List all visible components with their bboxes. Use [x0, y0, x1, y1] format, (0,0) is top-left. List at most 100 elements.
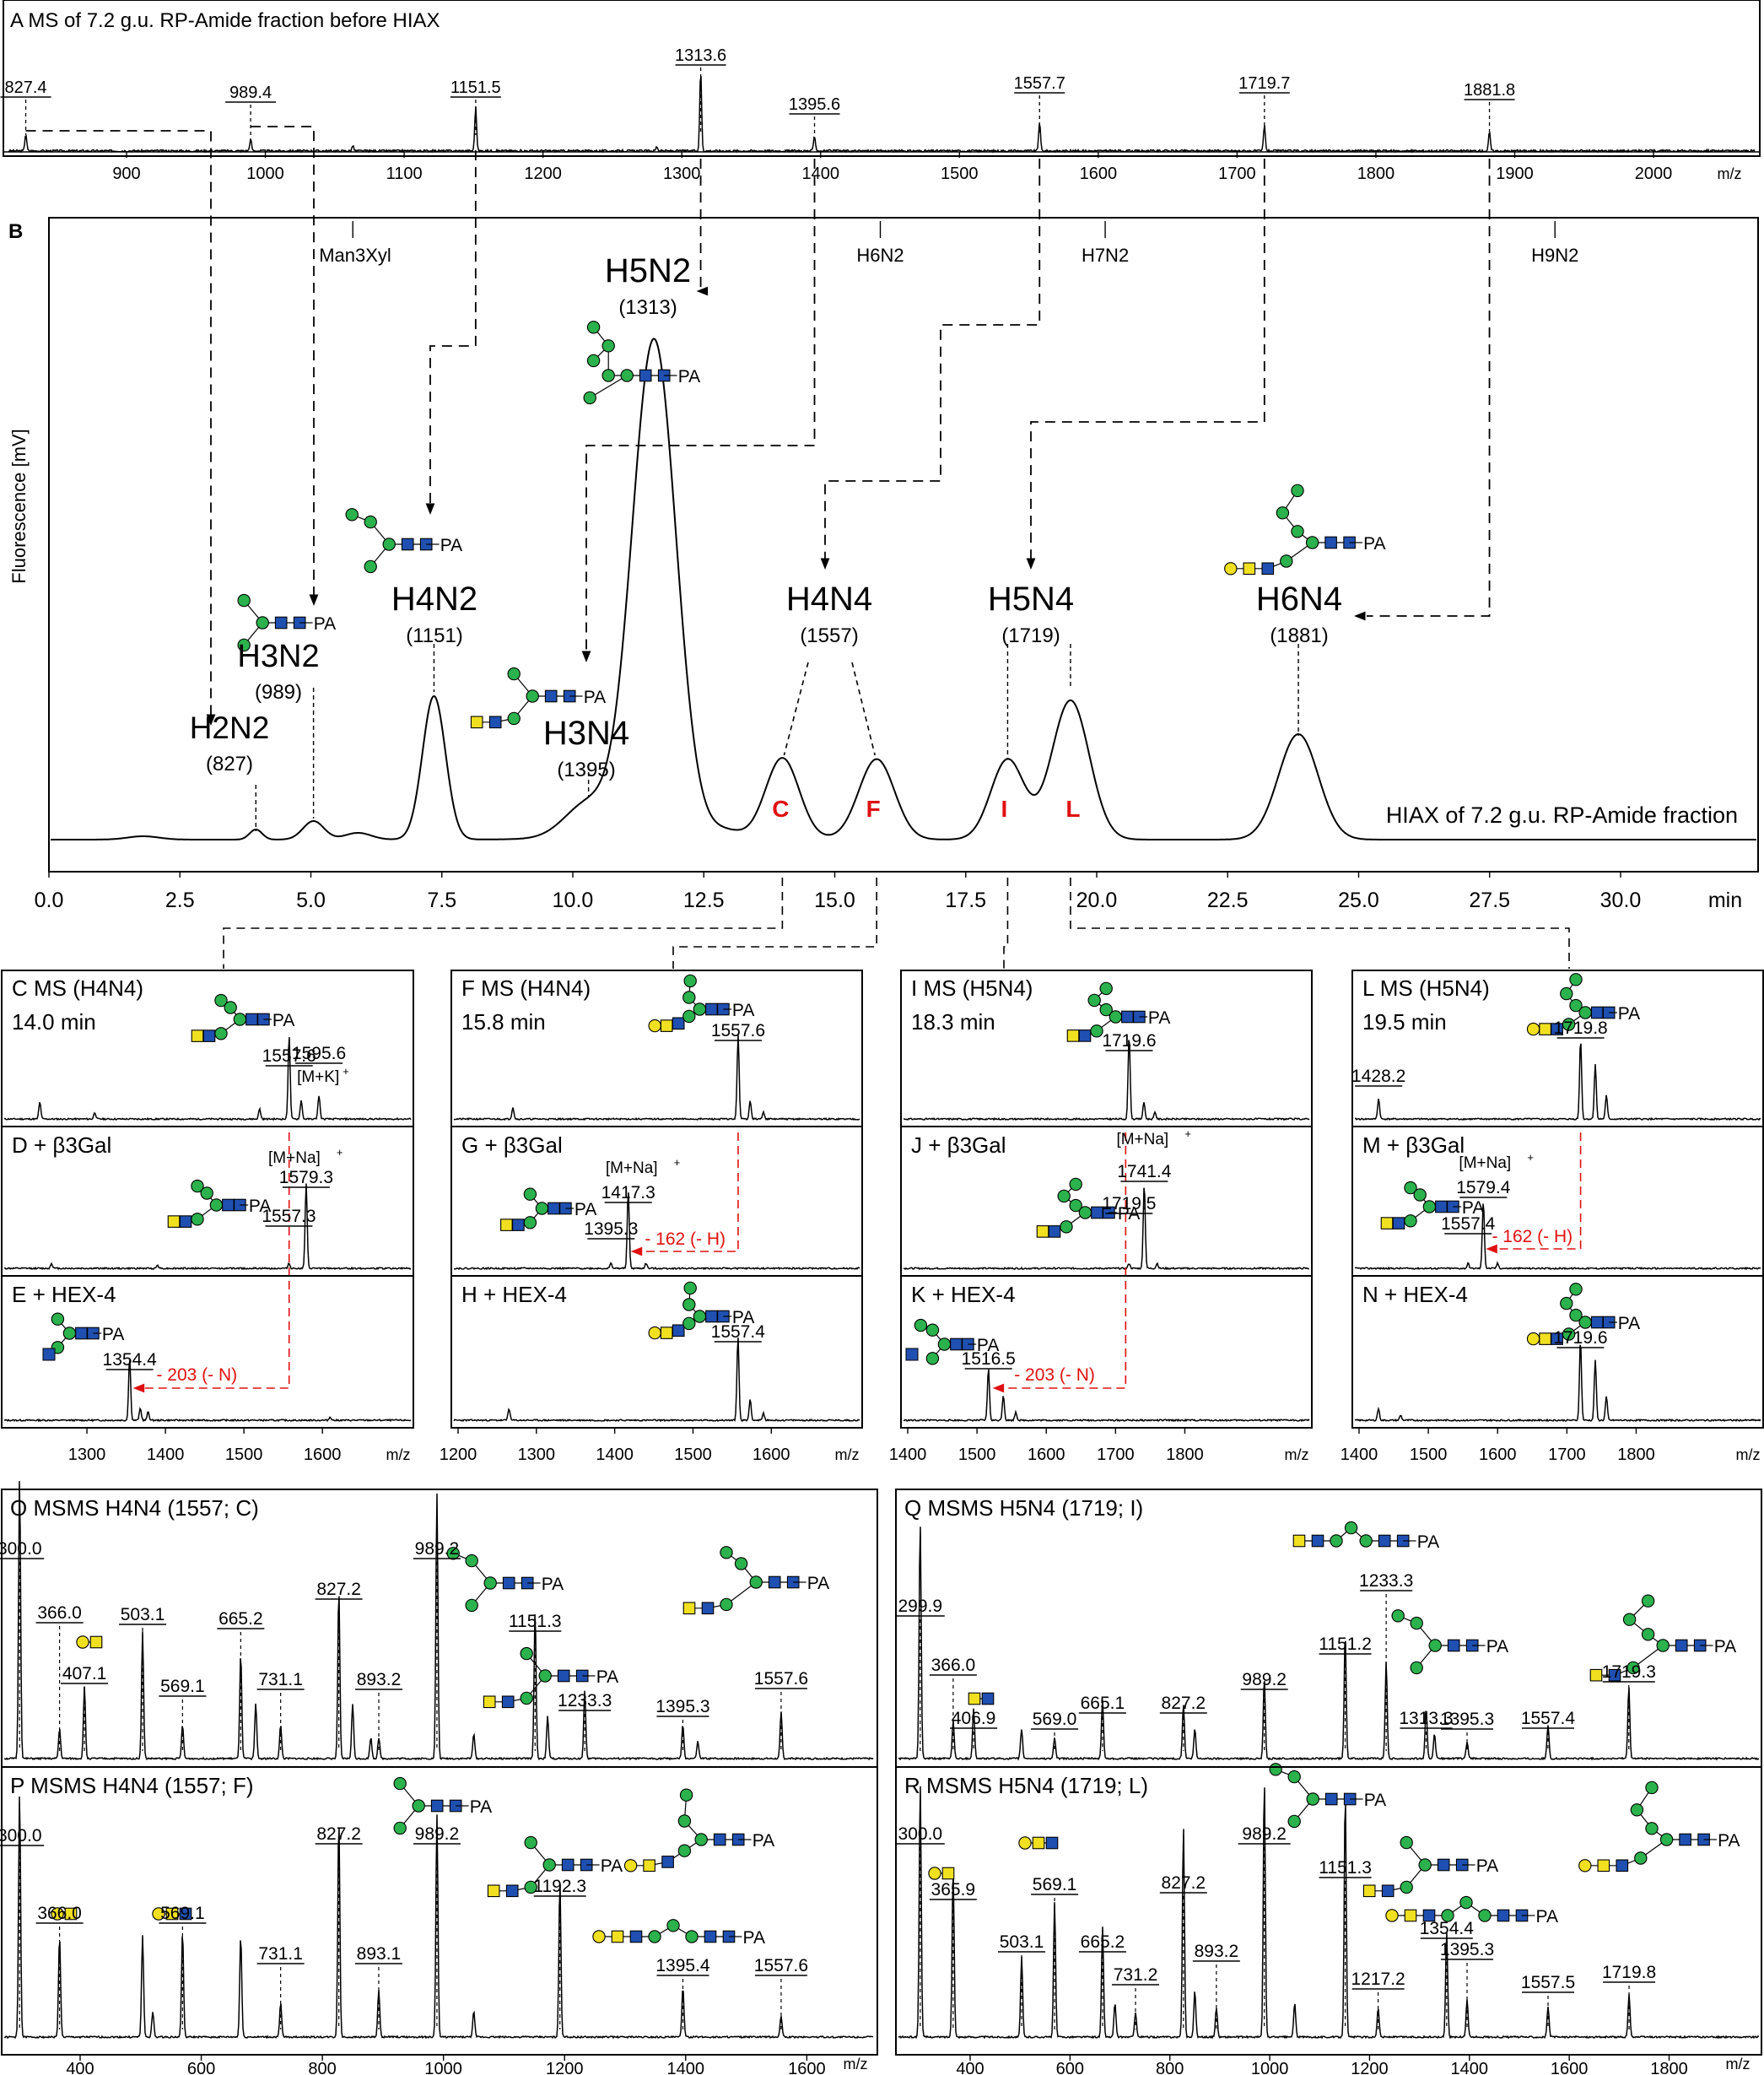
- peak-label: 1557.4: [711, 1322, 766, 1342]
- peak-label: 893.1: [357, 1944, 402, 1964]
- ms-panel-title: C MS (H4N4): [12, 975, 143, 1001]
- tick-label: 1300: [663, 165, 701, 183]
- hexose-circle: [1069, 1198, 1082, 1213]
- ms-column-frame: [1, 970, 414, 1429]
- axis-unit: m/z: [1726, 2056, 1751, 2072]
- peak-label: 300.0: [898, 1824, 943, 1844]
- glycan-mass: (1557): [800, 624, 858, 647]
- hexose-circle: [62, 1327, 77, 1340]
- tick-label: 1400: [889, 1445, 927, 1464]
- hexose-circle: [1569, 973, 1583, 986]
- hexose-circle: [683, 974, 697, 988]
- peak-label: 1557.4: [1521, 1709, 1576, 1728]
- glycan-o-h4n2: PA: [446, 1547, 564, 1613]
- glycan-h: PA: [648, 1281, 754, 1340]
- glycan-e: PA: [51, 1312, 124, 1354]
- hexnac-square: [672, 1017, 685, 1030]
- pa-label: PA: [1618, 1004, 1640, 1024]
- axis-unit: min: [1708, 889, 1742, 912]
- hexose-circle: [623, 1859, 638, 1872]
- red-shift-connector: [1003, 1132, 1127, 1389]
- glycan-o-precursor: PA: [682, 1546, 829, 1615]
- hexose-circle: [1459, 1895, 1473, 1910]
- tick-label: 1500: [1410, 1445, 1448, 1464]
- hexose-circle: [1057, 1189, 1071, 1203]
- glycan-h5n2: PA: [583, 321, 700, 405]
- pa-label: PA: [1486, 1637, 1508, 1656]
- hexnac-square: [274, 616, 288, 630]
- hexnac-square: [661, 1856, 674, 1868]
- peak-label: 1579.3: [279, 1168, 333, 1187]
- peak-label: 1395.3: [655, 1697, 709, 1716]
- tick-label: 1800: [1166, 1445, 1204, 1464]
- pa-label: PA: [596, 1667, 618, 1687]
- hexose-circle: [1400, 1880, 1413, 1894]
- msms-panel-title: P MSMS H4N4 (1557; F): [10, 1773, 254, 1798]
- arrow-head: [820, 558, 830, 570]
- peak-label: 1557.7: [1014, 74, 1065, 93]
- dashed-connector: [25, 130, 212, 716]
- hexose-circle: [520, 1646, 533, 1661]
- hexose-circle: [1269, 1763, 1282, 1776]
- peak-label: 1151.2: [1319, 1635, 1372, 1654]
- ms-panel-title: L MS (H5N4): [1362, 975, 1490, 1001]
- ms-spectrum: [1354, 1043, 1761, 1121]
- hexose-circle: [1428, 1639, 1442, 1652]
- peak-label: 569.1: [160, 1677, 205, 1696]
- hexnac-square: [75, 1327, 88, 1340]
- pa-label: PA: [743, 1928, 765, 1948]
- mass-mark-label: H6N2: [856, 245, 904, 266]
- panel-a-title: A MS of 7.2 g.u. RP-Amide fraction befor…: [10, 9, 440, 32]
- glycan-name: H5N4: [988, 581, 1074, 618]
- hexose-circle: [1099, 981, 1113, 996]
- peak-label: 1719.7: [1238, 74, 1290, 93]
- peak-label: 665.1: [1081, 1694, 1125, 1713]
- hexose-circle: [524, 1835, 537, 1850]
- ms-column-frame: [450, 970, 863, 1429]
- hexnac-square: [1324, 536, 1337, 549]
- hexose-circle: [76, 1635, 89, 1649]
- peak-label: 1579.4: [1456, 1178, 1511, 1197]
- hexnac-square: [1404, 1909, 1417, 1922]
- tick-label: 1200: [524, 165, 562, 183]
- dashed-connector: [1367, 159, 1491, 617]
- glycan-d: PA: [167, 1179, 271, 1228]
- glycan-name: H3N4: [543, 715, 629, 752]
- glycan-g: PA: [500, 1187, 596, 1231]
- hexose-circle: [233, 1013, 247, 1026]
- peak-label: 989.2: [415, 1539, 460, 1559]
- hexose-circle: [1224, 562, 1238, 575]
- hexnac-square: [1292, 1534, 1306, 1548]
- peak-label: 1395.6: [789, 95, 840, 114]
- peak-label: 827.4: [5, 78, 47, 97]
- glycan-mass: (1719): [1001, 624, 1060, 647]
- hexose-circle: [937, 1337, 952, 1351]
- panel-b-letter: B: [8, 220, 23, 243]
- hexnac-square: [1378, 1534, 1391, 1548]
- glycan-o-h3n4: PA: [483, 1646, 618, 1709]
- hexnac-square: [1261, 562, 1275, 575]
- pa-label: PA: [249, 1197, 271, 1216]
- hexose-circle: [393, 1776, 407, 1791]
- panel-b-frame: [48, 217, 1759, 873]
- tick-label: 10.0: [553, 889, 594, 912]
- hexnac-square: [544, 689, 558, 703]
- glycan-r-h4n2: PA: [1269, 1763, 1386, 1829]
- glycan-p-h3n4: PA: [487, 1835, 623, 1898]
- peak-label: 569.1: [160, 1904, 205, 1923]
- y-axis-label: Fluorescence [mV]: [8, 429, 30, 583]
- treatment-label: M + β3Gal: [1362, 1132, 1465, 1158]
- pa-label: PA: [977, 1336, 999, 1355]
- red-arrow-head: [132, 1383, 145, 1393]
- peak-label: 366.0: [37, 1603, 82, 1623]
- tick-label: 600: [1056, 2060, 1084, 2075]
- hexose-circle: [483, 1576, 497, 1590]
- hexose-circle: [586, 354, 601, 368]
- ms-panel-title: I MS (H5N4): [911, 975, 1033, 1001]
- hexose-circle: [224, 1001, 237, 1014]
- hexose-circle: [1060, 1220, 1073, 1234]
- isomer-label: L: [1065, 796, 1080, 822]
- hexnac-square: [1036, 1225, 1049, 1238]
- pa-label: PA: [753, 1831, 774, 1851]
- hexnac-square: [1048, 1225, 1061, 1238]
